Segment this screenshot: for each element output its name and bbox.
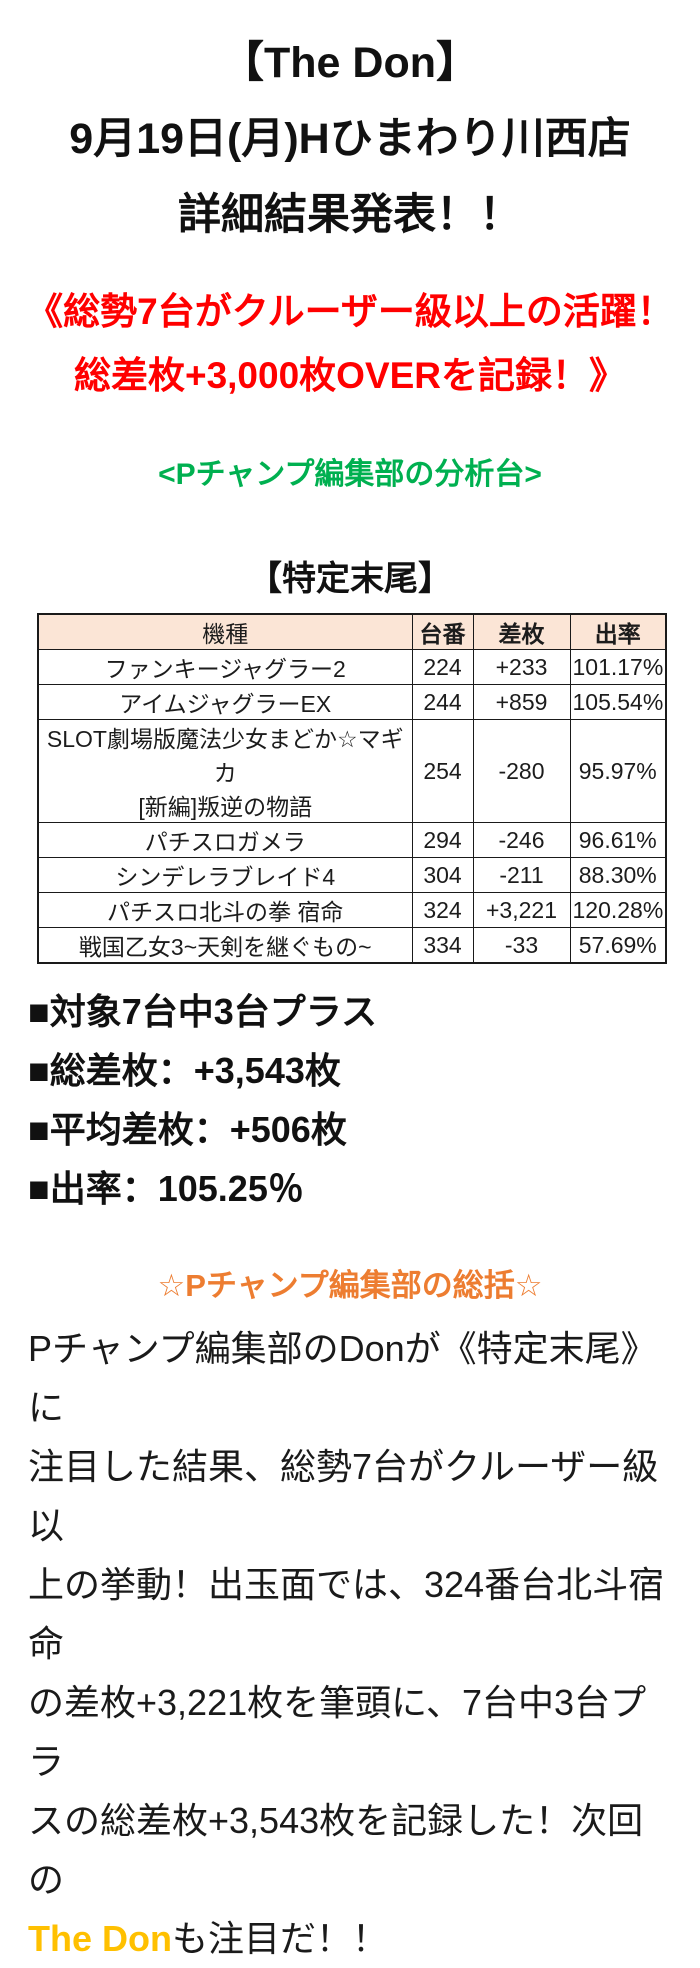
page-title-line-1: 【The Don】 bbox=[221, 39, 479, 87]
table-row: SLOT劇場版魔法少女まどか☆マギカ [新編]叛逆の物語 254 -280 95… bbox=[37, 719, 667, 823]
brand-highlight: The Don bbox=[28, 1918, 172, 1959]
payout-cell: 105.54% bbox=[569, 684, 667, 720]
table-row: 戦国乙女3~天剣を継ぐもの~ 334 -33 57.69% bbox=[37, 927, 667, 964]
header-cell-payout: 出率 bbox=[569, 613, 667, 650]
machine-cell: 戦国乙女3~天剣を継ぐもの~ bbox=[37, 927, 413, 964]
recap-body: Pチャンプ編集部のDonが《特定末尾》に 注目した結果、総勢7台がクルーザー級以… bbox=[0, 1319, 700, 1968]
diff-cell: -33 bbox=[472, 927, 571, 964]
results-table: 機種 台番 差枚 出率 ファンキージャグラー2 224 +233 101.17%… bbox=[37, 613, 667, 964]
page-title: 【The Don】 9月19日(月)Hひまわり川西店 詳細結果発表！！ bbox=[0, 25, 700, 253]
payout-cell: 120.28% bbox=[569, 892, 667, 928]
recap-last-line: The Donも注目だ！！ bbox=[28, 1909, 672, 1968]
unit-number-cell: 324 bbox=[411, 892, 474, 928]
recap-line: スの総差枚+3,543枚を記録した！次回の bbox=[28, 1800, 644, 1900]
summary-item: ■総差枚：+3,543枚 bbox=[28, 1050, 341, 1091]
summary-item: ■平均差枚：+506枚 bbox=[28, 1109, 347, 1150]
header-cell-diff: 差枚 bbox=[472, 613, 571, 650]
table-row: パチスロ北斗の拳 宿命 324 +3,221 120.28% bbox=[37, 892, 667, 928]
table-header-row: 機種 台番 差枚 出率 bbox=[37, 613, 667, 650]
table-row: アイムジャグラーEX 244 +859 105.54% bbox=[37, 684, 667, 720]
table-row: シンデレラブレイド4 304 -211 88.30% bbox=[37, 857, 667, 893]
recap-heading: ☆Pチャンプ編集部の総括☆ bbox=[157, 1268, 543, 1303]
machine-cell: ファンキージャグラー2 bbox=[37, 649, 413, 685]
section-title: 【特定末尾】 bbox=[248, 560, 452, 598]
payout-cell: 88.30% bbox=[569, 857, 667, 893]
summary-list: ■対象7台中3台プラス ■総差枚：+3,543枚 ■平均差枚：+506枚 ■出率… bbox=[0, 982, 700, 1218]
recap-line: 注目した結果、総勢7台がクルーザー級以 bbox=[28, 1446, 659, 1546]
machine-cell: パチスロガメラ bbox=[37, 822, 413, 858]
machine-cell: アイムジャグラーEX bbox=[37, 684, 413, 720]
diff-cell: +233 bbox=[472, 649, 571, 685]
diff-cell: -211 bbox=[472, 857, 571, 893]
summary-item: ■対象7台中3台プラス bbox=[28, 991, 378, 1032]
diff-cell: -246 bbox=[472, 822, 571, 858]
recap-line: 上の挙動！出玉面では、324番台北斗宿命 bbox=[28, 1564, 665, 1664]
unit-number-cell: 294 bbox=[411, 822, 474, 858]
recap-last-line-rest: も注目だ！！ bbox=[171, 1918, 388, 1959]
table-row: パチスロガメラ 294 -246 96.61% bbox=[37, 822, 667, 858]
recap-line: Pチャンプ編集部のDonが《特定末尾》に bbox=[28, 1328, 657, 1428]
analysis-label: <Pチャンプ編集部の分析台> bbox=[158, 458, 542, 491]
headline-red-line-1: 《総勢7台がクルーザー級以上の活躍！ bbox=[26, 291, 674, 332]
headline-red: 《総勢7台がクルーザー級以上の活躍！ 総差枚+3,000枚OVERを記録！》 bbox=[0, 280, 700, 408]
page-title-line-3: 詳細結果発表！！ bbox=[178, 191, 522, 239]
unit-number-cell: 244 bbox=[411, 684, 474, 720]
announcement-page: 【The Don】 9月19日(月)Hひまわり川西店 詳細結果発表！！ 《総勢7… bbox=[0, 25, 700, 1968]
headline-red-line-2: 総差枚+3,000枚OVERを記録！》 bbox=[73, 355, 627, 396]
payout-cell: 101.17% bbox=[569, 649, 667, 685]
diff-cell: +3,221 bbox=[472, 892, 571, 928]
machine-cell: パチスロ北斗の拳 宿命 bbox=[37, 892, 413, 928]
unit-number-cell: 334 bbox=[411, 927, 474, 964]
payout-cell: 96.61% bbox=[569, 822, 667, 858]
table-row: ファンキージャグラー2 224 +233 101.17% bbox=[37, 649, 667, 685]
diff-cell: -280 bbox=[472, 719, 571, 823]
header-cell-unit: 台番 bbox=[411, 613, 474, 650]
machine-cell: SLOT劇場版魔法少女まどか☆マギカ [新編]叛逆の物語 bbox=[37, 719, 413, 823]
unit-number-cell: 304 bbox=[411, 857, 474, 893]
unit-number-cell: 224 bbox=[411, 649, 474, 685]
summary-item: ■出率：105.25％ bbox=[28, 1168, 304, 1209]
header-cell-machine: 機種 bbox=[37, 613, 413, 650]
payout-cell: 95.97% bbox=[569, 719, 667, 823]
recap-line: の差枚+3,221枚を筆頭に、7台中3台プラ bbox=[28, 1682, 647, 1782]
page-title-line-2: 9月19日(月)Hひまわり川西店 bbox=[69, 115, 631, 163]
payout-cell: 57.69% bbox=[569, 927, 667, 964]
diff-cell: +859 bbox=[472, 684, 571, 720]
machine-cell: シンデレラブレイド4 bbox=[37, 857, 413, 893]
unit-number-cell: 254 bbox=[411, 719, 474, 823]
